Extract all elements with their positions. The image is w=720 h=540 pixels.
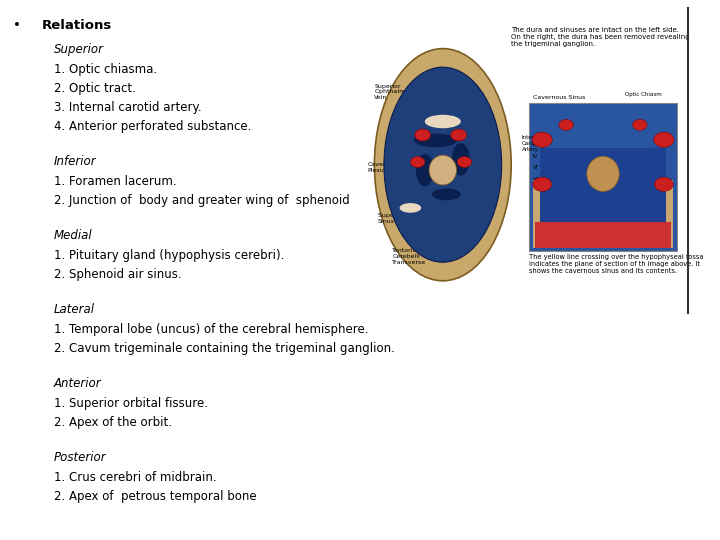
Text: III: III — [533, 141, 538, 147]
Text: 2. Apex of the orbit.: 2. Apex of the orbit. — [54, 416, 172, 429]
Text: 1. Crus cerebri of midbrain.: 1. Crus cerebri of midbrain. — [54, 471, 217, 484]
Bar — [535, 221, 671, 248]
Text: IV: IV — [533, 153, 538, 159]
Text: Optic Chiasm: Optic Chiasm — [625, 92, 662, 97]
Text: Superior Petrosal
Sinus: Superior Petrosal Sinus — [378, 213, 431, 224]
Text: Anterior: Anterior — [54, 377, 102, 390]
Text: Tentorium
Cerebelli
Transverse: Tentorium Cerebelli Transverse — [392, 248, 426, 265]
Ellipse shape — [400, 203, 421, 213]
Text: 1. Optic chiasma.: 1. Optic chiasma. — [54, 63, 157, 76]
Text: V1: V1 — [533, 177, 540, 183]
Ellipse shape — [414, 133, 457, 147]
Text: Medial: Medial — [54, 229, 93, 242]
Ellipse shape — [384, 67, 502, 262]
Circle shape — [532, 132, 552, 147]
Circle shape — [533, 177, 552, 191]
Text: Inferior: Inferior — [54, 155, 96, 168]
Circle shape — [559, 119, 573, 130]
Text: VI: VI — [533, 165, 538, 171]
Bar — [529, 103, 677, 251]
Text: 3. Internal carotid artery.: 3. Internal carotid artery. — [54, 100, 202, 113]
Text: 2. Junction of  body and greater wing of  sphenoid: 2. Junction of body and greater wing of … — [54, 194, 350, 207]
Text: •: • — [13, 19, 21, 32]
Text: 4. Anterior perforated substance.: 4. Anterior perforated substance. — [54, 119, 251, 132]
Ellipse shape — [432, 188, 461, 200]
Text: The dura and sinuses are intact on the left side.
On the right, the dura has bee: The dura and sinuses are intact on the l… — [511, 27, 690, 47]
Bar — [540, 148, 666, 230]
Text: Posterior: Posterior — [54, 451, 107, 464]
Text: The yellow line crossing over the hypophyseal fossa
indicates the plane of secti: The yellow line crossing over the hypoph… — [529, 254, 703, 274]
Text: V2: V2 — [533, 189, 540, 194]
Circle shape — [415, 129, 431, 141]
Text: 1. Foramen lacerum.: 1. Foramen lacerum. — [54, 174, 176, 187]
Text: 2. Apex of  petrous temporal bone: 2. Apex of petrous temporal bone — [54, 490, 256, 503]
Ellipse shape — [587, 156, 619, 192]
Text: 2. Optic tract.: 2. Optic tract. — [54, 82, 136, 94]
Text: Relations: Relations — [42, 19, 112, 32]
Circle shape — [654, 132, 674, 147]
Text: Cavernous
Plexus: Cavernous Plexus — [367, 162, 401, 173]
Text: Superior
Ophthalmic
Vein: Superior Ophthalmic Vein — [374, 84, 411, 100]
Circle shape — [654, 177, 673, 191]
Circle shape — [451, 129, 467, 141]
Bar — [533, 179, 673, 248]
Text: 2. Cavum trigeminale containing the trigeminal ganglion.: 2. Cavum trigeminale containing the trig… — [54, 342, 395, 355]
Ellipse shape — [425, 115, 461, 129]
Ellipse shape — [429, 156, 456, 185]
Text: 1. Pituitary gland (hypophysis cerebri).: 1. Pituitary gland (hypophysis cerebri). — [54, 249, 284, 262]
Circle shape — [457, 157, 472, 167]
Text: 1. Superior orbital fissure.: 1. Superior orbital fissure. — [54, 397, 208, 410]
Ellipse shape — [452, 143, 470, 176]
Text: 2. Sphenoid air sinus.: 2. Sphenoid air sinus. — [54, 268, 181, 281]
Text: Lateral: Lateral — [54, 303, 95, 316]
Ellipse shape — [416, 154, 433, 186]
Text: Superior: Superior — [54, 43, 104, 56]
Text: 1. Temporal lobe (uncus) of the cerebral hemisphere.: 1. Temporal lobe (uncus) of the cerebral… — [54, 323, 369, 336]
Text: Cavernous Sinus: Cavernous Sinus — [533, 95, 585, 100]
Text: Internal
Carotid
Artery: Internal Carotid Artery — [522, 135, 544, 152]
Circle shape — [633, 119, 647, 130]
Circle shape — [410, 157, 425, 167]
Ellipse shape — [374, 49, 511, 281]
